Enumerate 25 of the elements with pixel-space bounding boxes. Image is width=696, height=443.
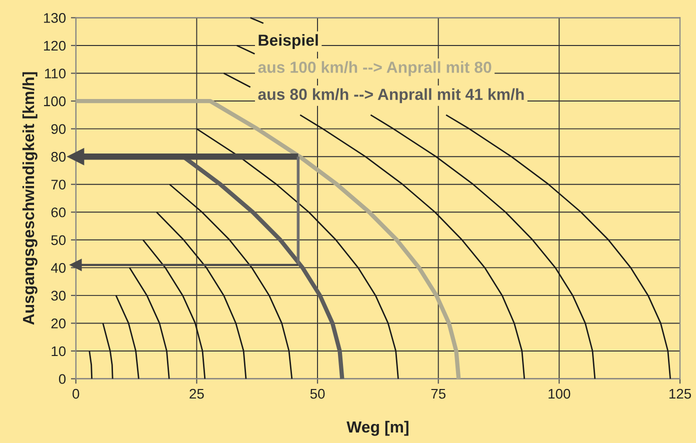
y-axis-title: Ausgangsgeschwindigkeit [km/h] <box>22 72 38 325</box>
x-axis-title: Weg [m] <box>346 420 408 436</box>
y-tick-label: 10 <box>52 346 66 356</box>
x-tick-label: 50 <box>310 388 325 399</box>
y-tick-label: 60 <box>51 207 66 218</box>
x-tick-label: 25 <box>190 388 204 399</box>
y-tick-label: 130 <box>44 13 66 23</box>
x-tick-label: 0 <box>72 388 80 399</box>
annotation: Beispiel <box>258 34 318 49</box>
y-tick-label: 0 <box>58 374 66 384</box>
annotation: aus 80 km/h --> Anprall mit 41 km/h <box>258 88 524 104</box>
x-tick-label: 75 <box>431 388 446 399</box>
y-tick-label: 90 <box>51 124 66 134</box>
y-tick-label: 30 <box>51 290 66 301</box>
y-tick-label: 50 <box>51 235 66 246</box>
y-tick-label: 80 <box>51 152 66 162</box>
y-tick-label: 100 <box>44 96 66 106</box>
y-tick-label: 20 <box>51 318 66 328</box>
x-tick-label: 125 <box>669 388 691 399</box>
y-tick-label: 70 <box>51 180 66 190</box>
y-tick-label: 110 <box>45 68 66 78</box>
annotation: aus 100 km/h --> Anprall mit 80 <box>258 61 492 76</box>
x-tick-label: 100 <box>548 388 570 399</box>
y-tick-label: 120 <box>44 40 66 51</box>
y-tick-label: 40 <box>51 263 66 273</box>
